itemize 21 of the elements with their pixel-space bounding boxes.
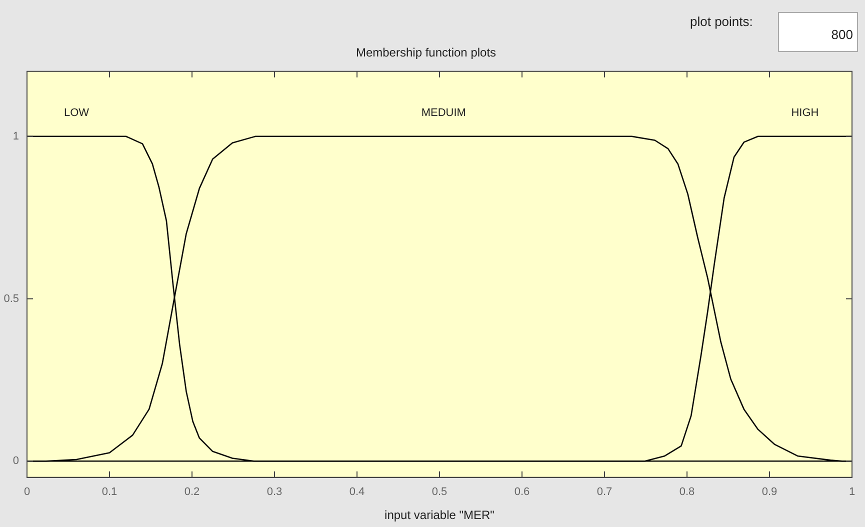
x-tick-label: 1 bbox=[848, 486, 856, 498]
series-label: HIGH bbox=[791, 106, 819, 119]
series-label: LOW bbox=[64, 106, 90, 119]
x-tick-label: 0.4 bbox=[349, 486, 365, 498]
x-tick-label: 0.5 bbox=[432, 486, 448, 498]
x-tick-label: 0.9 bbox=[762, 486, 778, 498]
series-label: MEDUIM bbox=[421, 106, 466, 119]
chart-title: Membership function plots bbox=[356, 46, 496, 60]
y-tick-label: 0 bbox=[12, 455, 19, 468]
text: plot points: bbox=[690, 14, 753, 29]
y-tick-label: 0.5 bbox=[4, 292, 19, 305]
x-tick-label: 0.7 bbox=[596, 486, 612, 498]
x-axis-title: input variable "MER" bbox=[384, 508, 494, 522]
x-tick-label: 0 bbox=[24, 486, 30, 498]
x-tick-label: 0.1 bbox=[102, 486, 118, 498]
x-tick-label: 0.3 bbox=[266, 486, 282, 498]
x-tick-label: 0.2 bbox=[184, 486, 200, 498]
y-tick-label: 1 bbox=[12, 130, 19, 142]
x-tick-label: 0.8 bbox=[679, 486, 695, 498]
number-field: 800 bbox=[778, 12, 858, 52]
x-tick-label: 0.6 bbox=[514, 486, 530, 498]
